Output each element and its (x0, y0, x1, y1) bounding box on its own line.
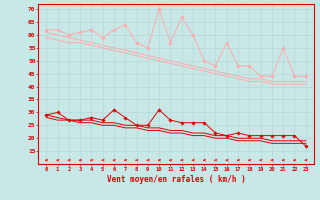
X-axis label: Vent moyen/en rafales ( km/h ): Vent moyen/en rafales ( km/h ) (107, 175, 245, 184)
